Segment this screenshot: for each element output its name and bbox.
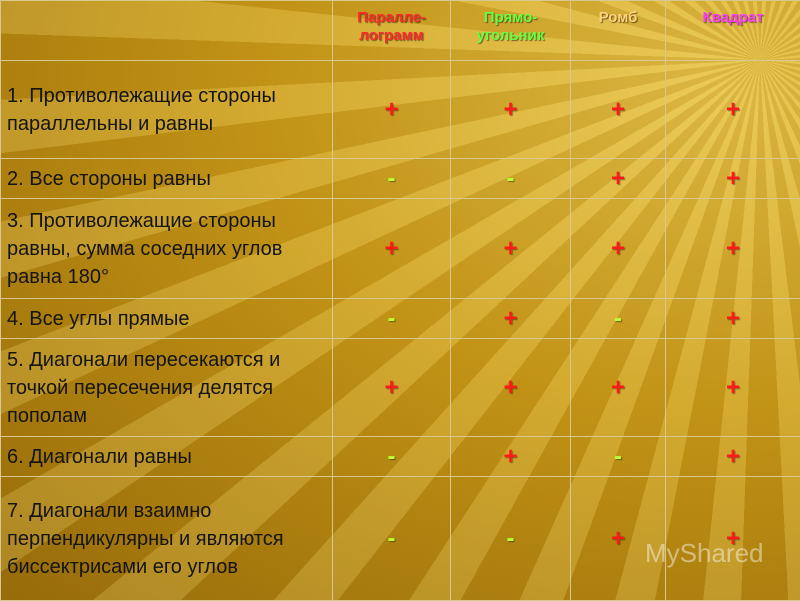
- mark-cell: +: [666, 339, 800, 437]
- table-row: 3. Противолежащие стороны равны, сумма с…: [1, 199, 800, 299]
- column-header: Квадрат: [666, 1, 800, 61]
- column-header: Ромб: [571, 1, 666, 61]
- mark-cell: +: [666, 61, 800, 159]
- mark-cell: +: [666, 299, 800, 339]
- mark-cell: +: [451, 199, 571, 299]
- mark-cell: +: [333, 339, 451, 437]
- mark-cell: +: [666, 159, 800, 199]
- property-label: 3. Противолежащие стороны равны, сумма с…: [1, 199, 333, 299]
- mark-cell: +: [451, 339, 571, 437]
- mark-cell: +: [333, 199, 451, 299]
- mark-cell: +: [451, 437, 571, 477]
- table-row: 5. Диагонали пересекаются и точкой перес…: [1, 339, 800, 437]
- mark-cell: +: [333, 61, 451, 159]
- table-row: 2. Все стороны равны--++: [1, 159, 800, 199]
- property-label: 6. Диагонали равны: [1, 437, 333, 477]
- mark-cell: -: [451, 159, 571, 199]
- mark-cell: +: [571, 339, 666, 437]
- corner-cell: [1, 1, 333, 61]
- mark-cell: +: [451, 61, 571, 159]
- mark-cell: -: [333, 437, 451, 477]
- property-label: 7. Диагонали взаимно перпендикулярны и я…: [1, 477, 333, 601]
- mark-cell: +: [571, 199, 666, 299]
- table-row: 1. Противолежащие стороны параллельны и …: [1, 61, 800, 159]
- property-label: 1. Противолежащие стороны параллельны и …: [1, 61, 333, 159]
- mark-cell: -: [571, 299, 666, 339]
- column-header: Паралле- лограмм: [333, 1, 451, 61]
- mark-cell: +: [666, 199, 800, 299]
- mark-cell: -: [571, 437, 666, 477]
- mark-cell: -: [333, 299, 451, 339]
- column-header: Прямо- угольник: [451, 1, 571, 61]
- mark-cell: +: [451, 299, 571, 339]
- mark-cell: -: [451, 477, 571, 601]
- mark-cell: -: [333, 477, 451, 601]
- property-label: 4. Все углы прямые: [1, 299, 333, 339]
- table-row: 6. Диагонали равны-+-+: [1, 437, 800, 477]
- mark-cell: +: [571, 159, 666, 199]
- property-label: 5. Диагонали пересекаются и точкой перес…: [1, 339, 333, 437]
- property-label: 2. Все стороны равны: [1, 159, 333, 199]
- mark-cell: +: [571, 61, 666, 159]
- table-row: 4. Все углы прямые-+-+: [1, 299, 800, 339]
- mark-cell: +: [666, 437, 800, 477]
- mark-cell: -: [333, 159, 451, 199]
- watermark: MyShared: [645, 538, 764, 569]
